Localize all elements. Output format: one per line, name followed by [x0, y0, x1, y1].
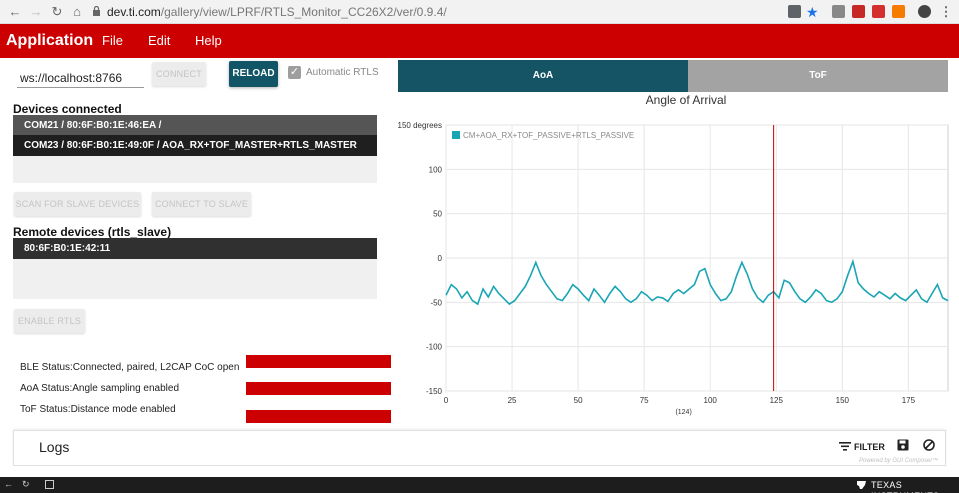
ble-status-indicator [246, 355, 391, 368]
automatic-rtls-checkbox[interactable]: ✓ [288, 66, 301, 79]
remote-device-row[interactable]: 80:6F:B0:1E:42:11 [13, 238, 377, 259]
profile-icon[interactable] [918, 5, 931, 18]
x-tick-label: 150 [836, 396, 850, 405]
clear-icon[interactable] [923, 439, 935, 451]
y-tick-label: -150 [426, 387, 443, 396]
y-tick-label: -50 [430, 298, 442, 307]
cursor-label: (124) [675, 409, 691, 416]
legend-label: CM+AOA_RX+TOF_PASSIVE+RTLS_PASSIVE [463, 131, 634, 140]
angle-of-arrival-chart: -150 -100 -50 0 50 100 150 degrees 0 25 50 75 100 12… [398, 121, 949, 416]
tof-status-label: ToF Status:Distance mode enabled [20, 404, 176, 415]
websocket-url-input[interactable] [17, 66, 144, 88]
menu-file[interactable]: File [102, 33, 123, 48]
x-tick-label: 25 [508, 396, 517, 405]
series-line [445, 258, 949, 306]
x-tick-label: 175 [902, 396, 916, 405]
refresh-icon[interactable]: ↻ [51, 4, 63, 19]
filter-button[interactable]: FILTER [854, 442, 885, 452]
address-bar[interactable]: dev.ti.com/gallery/view/LPRF/RTLS_Monito… [107, 3, 447, 21]
y-axis-label: 150 degrees [398, 121, 442, 130]
pdf-extension-icon[interactable] [852, 5, 865, 18]
x-tick-label: 75 [640, 396, 649, 405]
app-header: Application File Edit Help [0, 24, 959, 58]
ble-status-label: BLE Status:Connected, paired, L2CAP CoC … [20, 362, 240, 373]
remote-devices-title: Remote devices (rtls_slave) [13, 225, 172, 239]
tof-status-indicator [246, 410, 391, 423]
x-tick-label: 50 [574, 396, 583, 405]
devices-connected-title: Devices connected [13, 102, 122, 116]
reload-button[interactable]: RELOAD [229, 61, 278, 87]
connect-to-slave-button[interactable]: CONNECT TO SLAVE [152, 192, 251, 216]
bookmark-star-icon[interactable]: ★ [806, 4, 819, 20]
tab-tof[interactable]: ToF [688, 60, 948, 92]
extension-icon[interactable] [832, 5, 845, 18]
browser-menu-icon[interactable]: ⋮ [939, 4, 953, 19]
fire-extension-icon[interactable] [892, 5, 905, 18]
reload-icon[interactable]: ↻ [22, 479, 30, 489]
menu-edit[interactable]: Edit [148, 33, 171, 48]
lock-icon [93, 6, 100, 16]
menu-help[interactable]: Help [195, 33, 222, 48]
taskbar: ← ↻ TEXAS INSTRUMENTS [0, 477, 959, 493]
y-tick-label: -100 [426, 343, 443, 352]
aoa-status-label: AoA Status:Angle sampling enabled [20, 383, 179, 394]
scan-slave-devices-button[interactable]: SCAN FOR SLAVE DEVICES [14, 192, 141, 216]
extension-red-icon[interactable] [872, 5, 885, 18]
tab-aoa[interactable]: AoA [398, 60, 688, 92]
browser-toolbar: ← → ↻ ⌂ dev.ti.com/gallery/view/LPRF/RTL… [0, 0, 959, 24]
url-host: dev.ti.com [107, 5, 161, 19]
url-path: /gallery/view/LPRF/RTLS_Monitor_CC26X2/v… [160, 5, 447, 19]
window-icon[interactable] [45, 480, 54, 489]
ti-logo-icon [857, 481, 866, 489]
ti-brand: TEXAS INSTRUMENTS [871, 480, 939, 493]
logs-title: Logs [39, 439, 70, 455]
x-tick-label: 125 [770, 396, 784, 405]
logs-panel: Logs FILTER [13, 430, 946, 466]
y-tick-label: 100 [429, 165, 443, 174]
back-icon[interactable]: ← [8, 4, 22, 19]
back-icon[interactable]: ← [4, 479, 13, 489]
y-tick-label: 0 [438, 254, 443, 263]
filter-icon [839, 442, 851, 451]
automatic-rtls-label: Automatic RTLS [306, 67, 379, 78]
x-tick-label: 0 [444, 396, 449, 405]
save-icon[interactable] [897, 439, 909, 451]
app-title: Application [6, 32, 94, 49]
x-tick-label: 100 [704, 396, 718, 405]
device-row[interactable]: COM23 / 80:6F:B0:1E:49:0F / AOA_RX+TOF_M… [13, 135, 377, 156]
device-row[interactable]: COM21 / 80:6F:B0:1E:46:EA / CM+AOA_RX+TO… [13, 115, 377, 152]
aoa-status-indicator [246, 382, 391, 395]
powered-by-text: Powered by GUI Composer™ [859, 458, 939, 464]
forward-icon[interactable]: → [29, 4, 43, 19]
chart-title: Angle of Arrival [645, 93, 727, 107]
home-icon[interactable]: ⌂ [73, 4, 81, 19]
legend-swatch [452, 131, 460, 139]
translate-icon[interactable] [788, 5, 801, 18]
y-tick-label: 50 [433, 210, 442, 219]
connect-button[interactable]: CONNECT [152, 62, 206, 86]
enable-rtls-button[interactable]: ENABLE RTLS [14, 309, 85, 333]
